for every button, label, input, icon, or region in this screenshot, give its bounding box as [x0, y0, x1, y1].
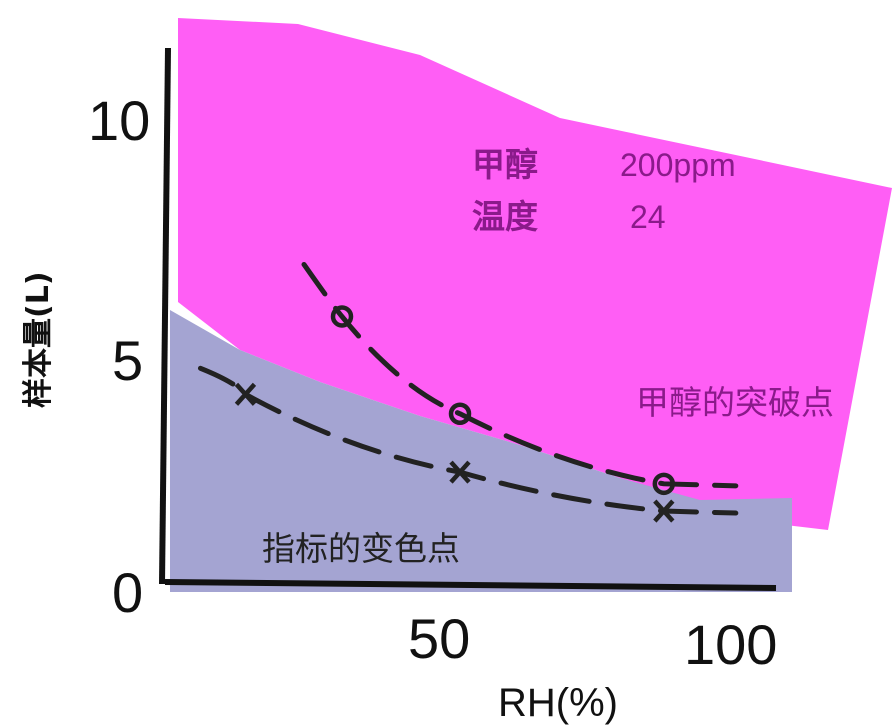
x-axis-line [164, 579, 777, 591]
temperature-label: 温度 [472, 197, 538, 236]
x-axis-title: RH(%) [498, 681, 618, 725]
indicator-color-change-label: 指标的变色点 [262, 529, 460, 568]
x-tick-label-100: 100 [684, 613, 777, 676]
indicator-color-change-band [170, 310, 792, 592]
substance-label: 甲醇 [472, 145, 538, 184]
cross-marker-point [653, 499, 675, 523]
circle-marker-point [330, 305, 354, 328]
y-axis-line [159, 47, 171, 585]
series-cross-curve [197, 365, 739, 523]
y-tick-label-5: 5 [112, 329, 143, 392]
circle-marker-point [448, 402, 472, 426]
cross-marker-point [449, 460, 471, 484]
x-tick-label-50: 50 [408, 607, 470, 670]
y-tick-label-10: 10 [88, 89, 150, 152]
methanol-breakthrough-label: 甲醇的突破点 [636, 383, 834, 422]
series-circle-line [301, 261, 739, 489]
series-circle-curve [301, 261, 739, 496]
series-cross-line [197, 365, 739, 516]
y-axis-title: 样本量(L) [21, 271, 56, 408]
methanol-breakthrough-band [178, 18, 892, 530]
temperature-value: 24 [630, 199, 666, 235]
cross-marker-point [234, 382, 257, 406]
substance-value: 200ppm [620, 147, 736, 183]
y-tick-label-0: 0 [112, 561, 143, 624]
circle-marker-point [652, 472, 676, 496]
